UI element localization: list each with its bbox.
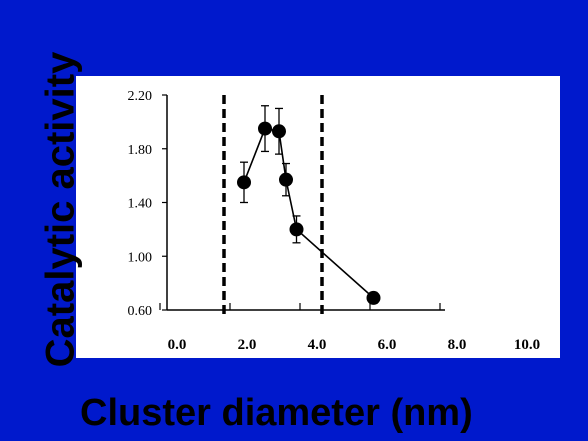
y-axis-title: Catalytic activity — [34, 14, 88, 404]
x-tick-label-1: 2.0 — [238, 337, 257, 353]
y-tick-label-1: 1.00 — [128, 250, 153, 265]
x-tick-label-4: 8.0 — [448, 337, 467, 353]
series-line-0 — [243, 127, 375, 299]
y-tick-label-2: 1.40 — [128, 197, 153, 212]
data-point-1 — [258, 121, 272, 136]
y-tick-label-3: 1.80 — [128, 143, 153, 158]
plot-panel — [76, 76, 560, 358]
y-axis-title-text: Catalytic activity — [38, 51, 83, 367]
data-point-4 — [289, 222, 304, 237]
x-tick-label-2: 4.0 — [308, 337, 327, 353]
data-point-5 — [366, 290, 381, 305]
y-tick-label-4: 2.20 — [128, 89, 153, 104]
x-axis-title: Cluster diameter (nm) — [80, 392, 473, 434]
x-tick-label-3: 6.0 — [378, 337, 397, 353]
data-point-3 — [279, 172, 293, 187]
x-tick-label-5: 10.0 — [514, 337, 540, 353]
y-tick-label-0: 0.60 — [128, 304, 153, 319]
data-point-2 — [272, 124, 286, 139]
data-point-0 — [237, 175, 251, 190]
x-tick-label-0: 0.0 — [168, 337, 187, 353]
